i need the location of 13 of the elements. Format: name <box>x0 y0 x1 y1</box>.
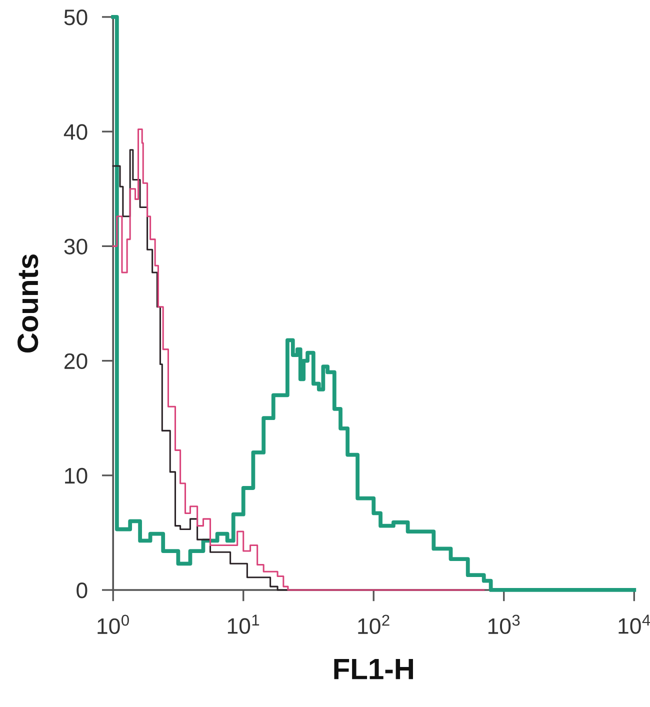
x-axis-title: FL1-H <box>334 659 413 680</box>
x-tick-label: 10$^{0}$ <box>98 614 129 634</box>
y-tick-label: 30 <box>64 238 88 254</box>
x-tick-label: 10$^{1}$ <box>228 614 260 634</box>
x-tick-label: 10$^{2}$ <box>358 614 390 634</box>
y-tick-label: 0 <box>76 582 88 598</box>
x-tick-label: 10$^{4}$ <box>618 614 650 634</box>
x-tick-label: 10$^{3}$ <box>488 614 520 634</box>
y-tick-label: 20 <box>64 353 88 370</box>
y-axis-title: Counts <box>18 254 38 352</box>
y-tick-label: 50 <box>64 10 88 26</box>
y-tick-label: 40 <box>64 124 88 140</box>
y-tick-label: 10 <box>65 468 88 484</box>
